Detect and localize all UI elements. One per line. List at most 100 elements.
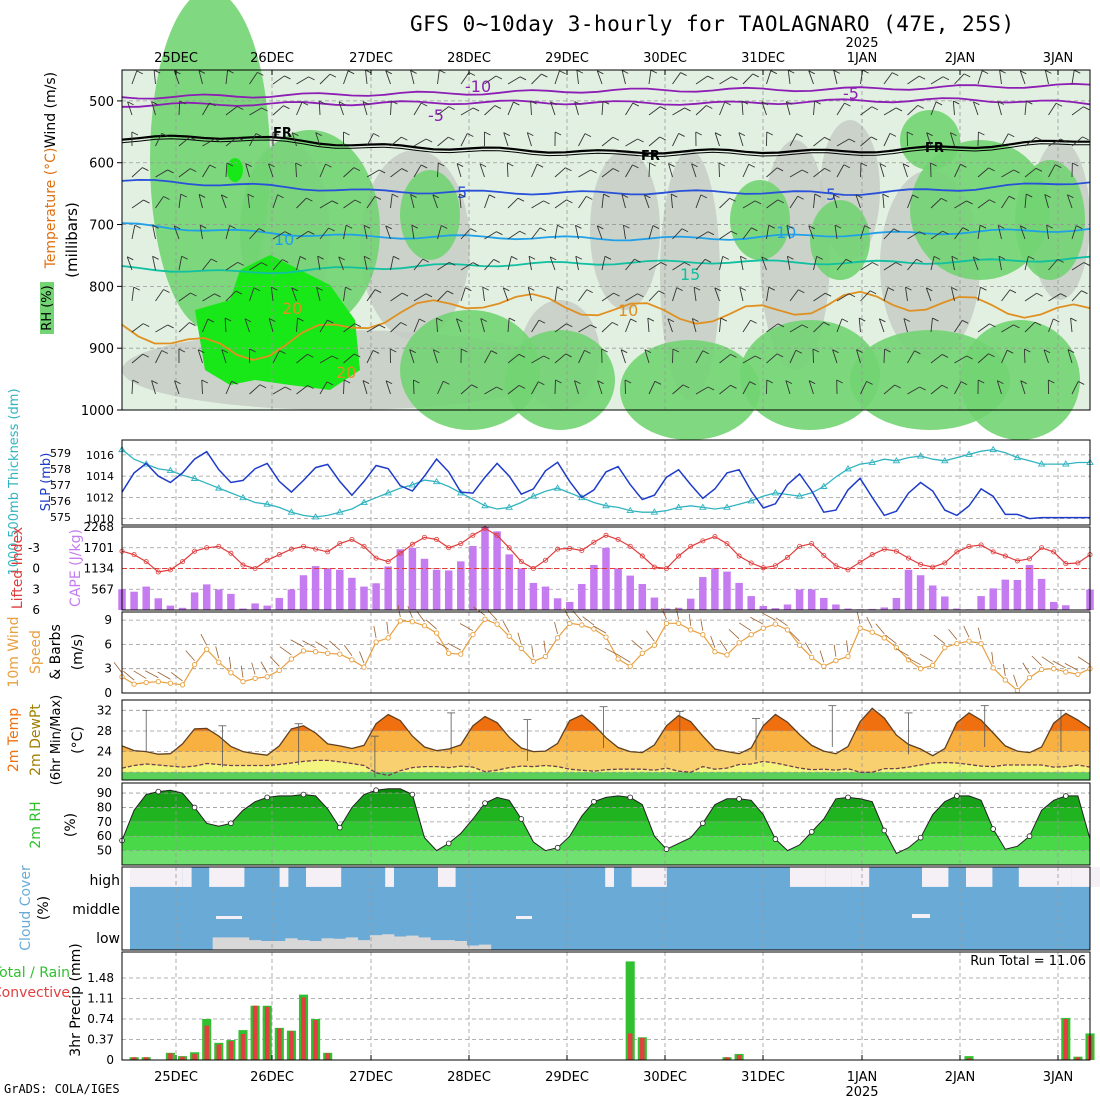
wind-barb-feather <box>584 349 591 354</box>
cape-bar <box>1062 605 1070 610</box>
wind-barb-feather <box>235 290 243 295</box>
wind-barb <box>832 349 838 364</box>
wind-barb-feather <box>680 72 687 76</box>
precip-conv-bar <box>966 1058 972 1060</box>
wind-barb-feather <box>702 350 709 355</box>
wind-barb-feather <box>425 138 433 143</box>
wind-barb <box>554 323 567 333</box>
wind-barb-feather <box>963 73 971 78</box>
wind-barb-10m <box>436 641 449 650</box>
wind-barb-feather <box>632 164 639 169</box>
y-tick-label: 70 <box>97 815 112 829</box>
cloud-low-cell <box>321 938 334 950</box>
wind-barb-feather <box>1013 324 1020 329</box>
wind-barb-feather <box>748 163 755 168</box>
wind-barb <box>174 380 180 395</box>
wind-barb-feather <box>1035 167 1043 172</box>
lifted-index-point <box>446 545 452 551</box>
wind-barb <box>1071 290 1082 302</box>
x-tick-label-top: 26DEC <box>250 51 294 66</box>
wind-barb-feather <box>692 318 699 322</box>
contour-label: 20 <box>282 299 302 318</box>
lifted-index-point <box>1002 553 1008 559</box>
wind-barb-feather <box>893 228 900 233</box>
wind-barb <box>202 164 211 178</box>
wind-barb-feather <box>919 231 926 236</box>
lifted-index-point <box>893 548 899 554</box>
lifted-index-point <box>543 557 549 563</box>
wind-barb <box>296 76 309 85</box>
wind-barb <box>317 256 321 271</box>
wind-barb-feather <box>354 353 361 358</box>
wind-barb-feather <box>364 255 371 260</box>
wind-barb <box>249 107 262 116</box>
wind-barb <box>785 380 791 395</box>
wind-speed-point <box>264 674 270 680</box>
wind-speed-point <box>881 635 887 641</box>
wind-barb-10m <box>866 616 873 629</box>
wind-barb-feather <box>951 286 958 291</box>
cape-bar <box>699 577 707 610</box>
wind-barb-feather <box>1008 133 1015 138</box>
wind-barb-feather <box>731 76 738 81</box>
thickness-point <box>1013 453 1022 461</box>
wind-barb-feather <box>644 349 652 354</box>
cloud-low-cell <box>478 944 492 950</box>
wind-barb <box>789 350 797 364</box>
wind-barb-10m <box>473 606 486 616</box>
contour-label: -5 <box>843 84 859 103</box>
wind-barb <box>742 164 750 178</box>
wind-speed-point <box>542 653 549 660</box>
wind-barb-feather <box>1082 136 1089 141</box>
wind-barb <box>437 70 440 85</box>
wind-barb-feather <box>700 194 708 199</box>
wind-barb <box>808 225 814 240</box>
wind-barb-10m <box>1003 664 1006 677</box>
wind-barb-feather <box>730 230 738 235</box>
wind-barb-feather <box>1060 138 1067 143</box>
wind-barb <box>178 256 183 271</box>
wind-barb-feather <box>272 131 280 136</box>
wind-barb <box>625 318 632 333</box>
x-tick-label-bottom: 25DEC <box>154 1070 198 1085</box>
wind-barb-feather <box>977 379 985 384</box>
wind-speed-point <box>567 620 573 626</box>
wind-barb-feather <box>151 101 158 105</box>
wind-barb <box>950 132 955 147</box>
wind-barb <box>319 319 328 333</box>
wind-barb-feather <box>390 348 397 353</box>
wind-barb-feather <box>914 350 921 355</box>
run-total-label: Run Total = 11.06 <box>970 954 1086 969</box>
wind-barb <box>460 228 471 240</box>
cape-bar <box>190 592 199 610</box>
lifted-index-point <box>434 536 440 542</box>
dewpoint-line <box>121 759 1091 777</box>
rh-point <box>482 800 488 806</box>
rh-region-80 <box>740 320 880 430</box>
wind-barb-feather <box>730 384 737 389</box>
wind-barb-feather <box>834 224 842 229</box>
wind-barb-feather <box>284 231 292 236</box>
wind-barb-10m <box>397 604 401 617</box>
wind-barb-feather <box>796 133 803 138</box>
wind-barb-feather <box>824 168 831 172</box>
isotherm-line <box>121 138 1090 157</box>
wind-barb-feather <box>801 169 809 174</box>
lifted-index-point <box>276 552 282 558</box>
wind-barb <box>1024 321 1036 333</box>
wind-barb <box>648 70 652 85</box>
wind-barb-feather <box>1060 293 1067 298</box>
rh-point <box>663 846 670 852</box>
wind-barb <box>152 256 156 271</box>
cape-bar <box>275 597 284 610</box>
wind-barb-feather <box>879 163 887 167</box>
wind-barb <box>152 225 156 240</box>
wind-barb-feather <box>152 255 159 260</box>
wind-barb-feather <box>181 255 188 260</box>
wind-barb-feather <box>385 380 393 385</box>
cloud-high-gap <box>182 867 192 887</box>
wind-barb-feather <box>161 133 168 137</box>
wind-barb-feather <box>988 353 995 358</box>
wind-barb-feather <box>308 230 315 235</box>
wind-barb-feather <box>541 73 548 78</box>
